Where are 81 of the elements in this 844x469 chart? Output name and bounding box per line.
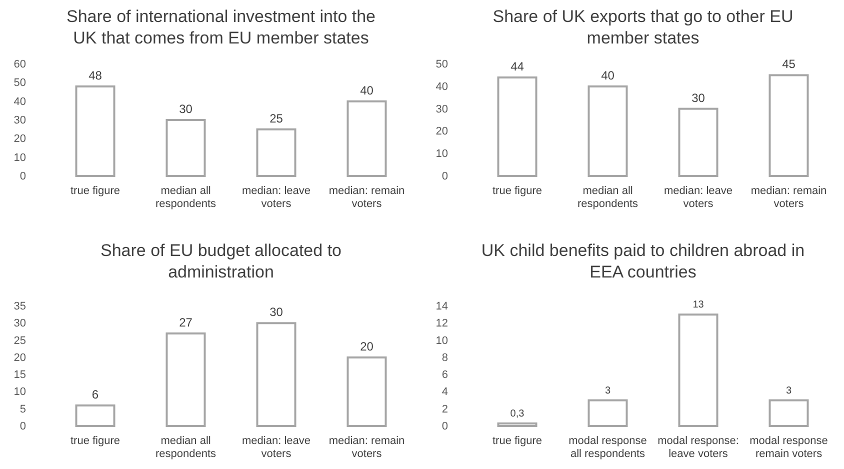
bar — [256, 322, 296, 427]
y-tick-label: 50 — [14, 77, 26, 90]
data-label: 44 — [510, 59, 524, 74]
y-tick-label: 15 — [14, 369, 26, 382]
bar — [497, 422, 538, 427]
y-tick-label: 0 — [20, 170, 26, 183]
data-label: 48 — [88, 68, 102, 82]
data-label: 30 — [179, 102, 193, 116]
y-tick-label: 0 — [442, 420, 448, 433]
x-tick-label: modal response remain voters — [750, 434, 828, 460]
data-label: 25 — [270, 111, 284, 126]
x-tick-label: true figure — [70, 184, 120, 197]
bar — [768, 399, 809, 427]
y-tick-label: 20 — [14, 352, 26, 364]
bar — [346, 356, 387, 427]
data-label: 40 — [601, 68, 615, 82]
chart-title: Share of EU budget allocated to administration — [100, 241, 342, 282]
x-tick-label: true figure — [492, 434, 542, 447]
y-tick-label: 12 — [436, 318, 448, 330]
chart-title: UK child benefits paid to children abroad in EEA countries — [481, 241, 805, 282]
x-tick-label: median: leave voters — [242, 184, 310, 210]
x-tick-label: median: remain voters — [750, 184, 827, 210]
bar — [588, 85, 628, 177]
y-tick-label: 0 — [442, 170, 448, 183]
data-label: 20 — [360, 339, 374, 354]
y-tick-label: 5 — [20, 403, 26, 416]
x-tick-label: true figure — [492, 184, 542, 197]
data-label: 30 — [692, 90, 706, 105]
data-label: 3 — [786, 385, 792, 396]
bar — [678, 108, 718, 177]
y-tick-label: 40 — [436, 80, 448, 93]
x-tick-label: median all respondents — [155, 184, 217, 210]
bar — [166, 332, 206, 427]
y-tick-label: 10 — [14, 386, 26, 398]
bar — [588, 399, 628, 427]
y-tick-label: 8 — [442, 352, 448, 364]
y-tick-label: 20 — [436, 126, 448, 138]
y-tick-label: 10 — [436, 334, 448, 347]
bar — [256, 128, 296, 177]
y-tick-label: 2 — [442, 403, 448, 416]
bar — [75, 85, 116, 177]
y-tick-label: 4 — [442, 386, 448, 398]
chart-title: Share of international investment into the UK that comes from EU member states — [66, 7, 376, 48]
y-tick-label: 0 — [20, 420, 26, 433]
data-label: 40 — [360, 83, 374, 98]
y-tick-label: 20 — [14, 133, 26, 146]
x-tick-label: median: remain voters — [328, 184, 405, 210]
y-tick-label: 30 — [14, 114, 26, 127]
data-label: 30 — [270, 305, 284, 320]
data-label: 3 — [604, 385, 611, 396]
y-tick-label: 50 — [436, 58, 448, 71]
bar — [768, 74, 809, 177]
x-tick-label: modal response all respondents — [568, 434, 647, 460]
chart-title: Share of UK exports that go to other EU member states — [492, 7, 794, 48]
data-label: 6 — [92, 387, 99, 402]
x-tick-label: median: remain voters — [328, 434, 405, 460]
y-tick-label: 10 — [14, 152, 26, 164]
data-label: 0,3 — [510, 408, 525, 420]
bar — [346, 100, 387, 177]
bar — [678, 314, 718, 427]
data-label: 45 — [782, 57, 796, 72]
bar — [166, 119, 206, 177]
y-tick-label: 35 — [14, 300, 26, 313]
y-tick-label: 6 — [442, 369, 448, 382]
x-tick-label: modal response: leave voters — [658, 434, 739, 460]
bar — [75, 404, 116, 427]
y-tick-label: 30 — [14, 318, 26, 330]
x-tick-label: median all respondents — [577, 184, 639, 210]
x-tick-label: true figure — [70, 434, 120, 447]
data-label: 27 — [179, 315, 193, 330]
y-tick-label: 25 — [14, 334, 26, 347]
x-tick-label: median: leave voters — [242, 434, 310, 460]
y-tick-label: 10 — [436, 148, 448, 160]
y-tick-label: 60 — [14, 58, 26, 71]
bar — [497, 76, 538, 177]
x-tick-label: median: leave voters — [664, 184, 732, 210]
data-label: 13 — [692, 300, 704, 311]
y-tick-label: 40 — [14, 96, 26, 108]
y-tick-label: 30 — [436, 103, 448, 116]
x-tick-label: median all respondents — [155, 434, 217, 460]
y-tick-label: 14 — [436, 300, 448, 313]
